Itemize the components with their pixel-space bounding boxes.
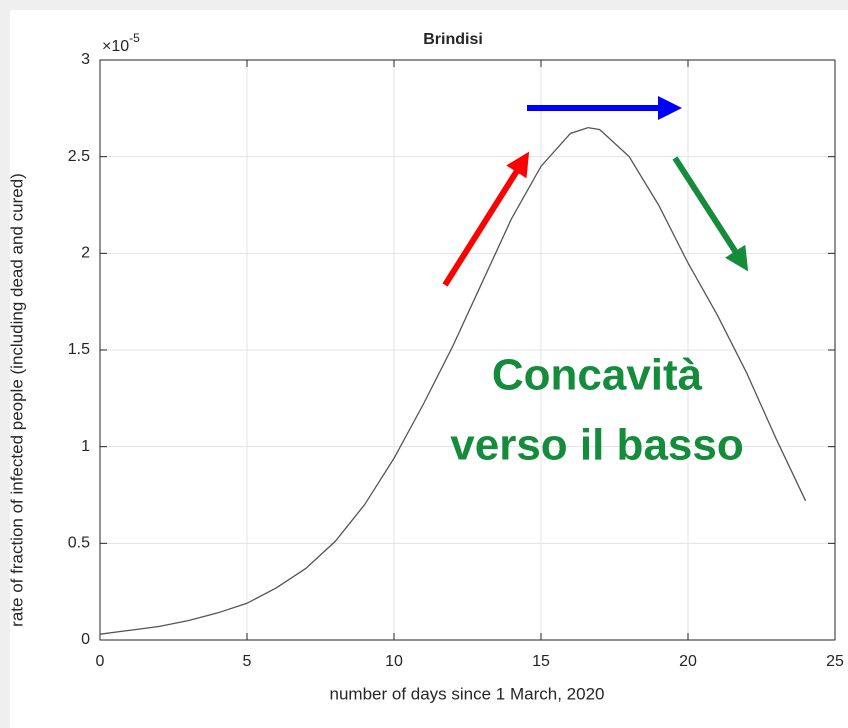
y-multiplier-base: ×10 — [102, 38, 129, 55]
y-tick-label: 2 — [81, 245, 90, 262]
chart-title: Brindisi — [423, 31, 483, 48]
y-tick-label: 3 — [81, 51, 90, 68]
y-tick-label: 1.5 — [68, 341, 90, 358]
x-tick-label: 15 — [532, 653, 550, 670]
y-tick-label: 0.5 — [68, 535, 90, 552]
annotation: Concavità — [492, 351, 703, 400]
y-tick-label: 2.5 — [68, 148, 90, 165]
x-tick-label: 20 — [679, 653, 697, 670]
arrow — [442, 151, 530, 287]
x-tick-label: 25 — [826, 653, 844, 670]
y-tick-label: 0 — [81, 631, 90, 648]
y-multiplier: ×10-5 — [102, 31, 140, 55]
y-tick-label: 1 — [81, 438, 90, 455]
x-axis-label: number of days since 1 March, 2020 — [330, 684, 605, 703]
y-axis-label: rate of fraction of infected people (inc… — [7, 173, 26, 627]
x-tick-label: 5 — [243, 653, 252, 670]
panel — [10, 10, 848, 728]
x-tick-label: 0 — [96, 653, 105, 670]
arrow — [672, 156, 749, 272]
annotation: verso il basso — [450, 421, 743, 470]
plot-frame — [99, 59, 836, 641]
data-line — [99, 126, 807, 635]
x-tick-label: 10 — [385, 653, 403, 670]
y-exponent: -5 — [129, 31, 140, 45]
